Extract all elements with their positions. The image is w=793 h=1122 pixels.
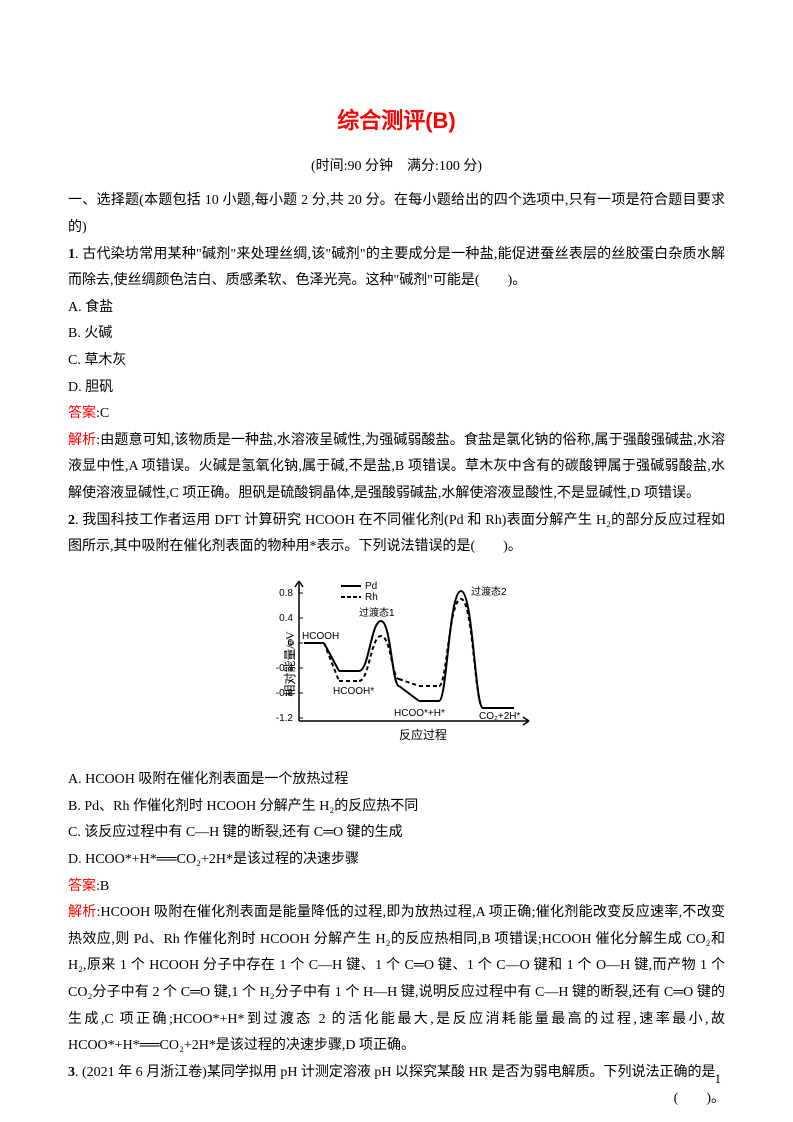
q2-option-a: A. HCOOH 吸附在催化剂表面是一个放热过程 bbox=[68, 767, 725, 794]
q1-option-d: D. 胆矾 bbox=[68, 375, 725, 402]
explanation-label: 解析 bbox=[68, 433, 96, 448]
q1-stem: 1. 古代染坊常用某种"碱剂"来处理丝绸,该"碱剂"的主要成分是一种盐,能促进蚕… bbox=[68, 242, 725, 295]
explanation-text: :由题意可知,该物质是一种盐,水溶液呈碱性,为强碱弱酸盐。食盐是氯化钠的俗称,属… bbox=[68, 433, 725, 501]
legend-rh: Rh bbox=[365, 592, 378, 603]
q1-answer: 答案:C bbox=[68, 401, 725, 428]
explanation-label: 解析 bbox=[68, 905, 97, 920]
q2-option-c: C. 该反应过程中有 C—H 键的断裂,还有 C═O 键的生成 bbox=[68, 820, 725, 847]
chart-svg: 0.8 0.4 0 -0.4 -0.8 -1.2 Pd Rh bbox=[247, 569, 547, 749]
page-number: 1 bbox=[715, 1067, 722, 1092]
ytick-0: 0.8 bbox=[279, 588, 293, 599]
answer-label: 答案 bbox=[68, 406, 96, 421]
ytick-5: -1.2 bbox=[275, 713, 293, 724]
label-hcoo-h: HCOO*+H* bbox=[394, 708, 445, 719]
label-trans2: 过渡态2 bbox=[471, 585, 507, 598]
explanation-text: :HCOOH 吸附在催化剂表面是能量降低的过程,即为放热过程,A 项正确;催化剂… bbox=[68, 905, 725, 1053]
section-intro: 一、选择题(本题包括 10 小题,每小题 2 分,共 20 分。在每小题给出的四… bbox=[68, 188, 725, 241]
xlabel: 反应过程 bbox=[399, 727, 447, 742]
answer-label: 答案 bbox=[68, 879, 96, 894]
q2-num: 2 bbox=[68, 513, 75, 528]
page-title: 综合测评(B) bbox=[68, 100, 725, 142]
q1-num: 1 bbox=[68, 247, 75, 262]
q2-answer: 答案:B bbox=[68, 874, 725, 901]
q1-option-c: C. 草木灰 bbox=[68, 348, 725, 375]
q2-option-d: D. HCOO*+H*══CO₂+2H*是该过程的决速步骤 bbox=[68, 847, 725, 874]
label-co2: CO₂+2H* bbox=[479, 711, 521, 722]
q1-option-b: B. 火碱 bbox=[68, 321, 725, 348]
q1-option-a: A. 食盐 bbox=[68, 295, 725, 322]
q1-text: . 古代染坊常用某种"碱剂"来处理丝绸,该"碱剂"的主要成分是一种盐,能促进蚕丝… bbox=[68, 247, 725, 289]
q2-explanation: 解析:HCOOH 吸附在催化剂表面是能量降低的过程,即为放热过程,A 项正确;催… bbox=[68, 900, 725, 1060]
label-trans1: 过渡态1 bbox=[359, 606, 395, 619]
ytick-1: 0.4 bbox=[279, 613, 293, 624]
legend-pd: Pd bbox=[365, 581, 377, 592]
q3-stem: 3. (2021 年 6 月浙江卷)某同学拟用 pH 计测定溶液 pH 以探究某… bbox=[68, 1060, 725, 1087]
energy-chart: 0.8 0.4 0 -0.4 -0.8 -1.2 Pd Rh bbox=[68, 569, 725, 760]
q3-text-left: . (2021 年 6 月浙江卷)某同学拟用 pH 计测定溶液 pH 以探究某酸… bbox=[75, 1065, 716, 1080]
q2-text: . 我国科技工作者运用 DFT 计算研究 HCOOH 在不同催化剂(Pd 和 R… bbox=[68, 513, 725, 555]
q3-line2: ( )。 bbox=[68, 1086, 725, 1113]
label-hcooh: HCOOH bbox=[302, 631, 339, 642]
q2-stem: 2. 我国科技工作者运用 DFT 计算研究 HCOOH 在不同催化剂(Pd 和 … bbox=[68, 508, 725, 561]
q3-num: 3 bbox=[68, 1065, 75, 1080]
time-info: (时间:90 分钟 满分:100 分) bbox=[68, 154, 725, 181]
ylabel: 相对能量/eV bbox=[283, 631, 297, 697]
answer-value: :C bbox=[96, 406, 109, 421]
label-hcooh-star: HCOOH* bbox=[333, 686, 374, 697]
q1-explanation: 解析:由题意可知,该物质是一种盐,水溶液呈碱性,为强碱弱酸盐。食盐是氯化钠的俗称… bbox=[68, 428, 725, 508]
answer-value: :B bbox=[96, 879, 109, 894]
q2-option-b: B. Pd、Rh 作催化剂时 HCOOH 分解产生 H₂的反应热不同 bbox=[68, 794, 725, 821]
